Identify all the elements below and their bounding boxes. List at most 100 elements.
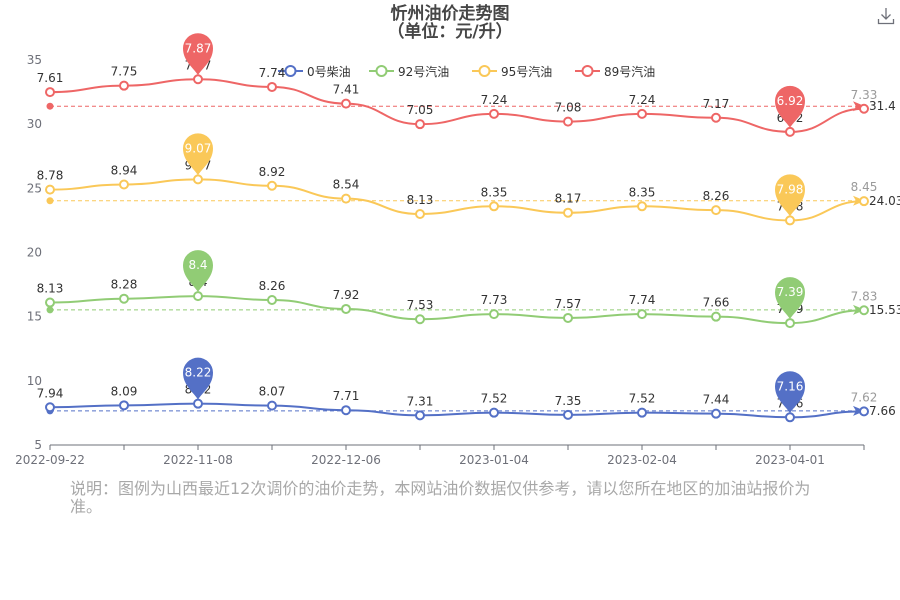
y-tick-label: 25 [27,181,42,195]
data-point [489,309,499,320]
data-label: 7.52 [481,392,508,406]
data-point [119,400,129,411]
max-pin [183,133,213,176]
data-label: 7.33 [851,88,878,102]
data-point [193,291,203,302]
data-point [45,297,55,308]
min-pin-label: 7.98 [777,182,804,196]
average-value-label: 7.66 [869,404,896,418]
data-point [267,294,277,305]
data-point [341,405,351,416]
chart-subtitle: （单位：元/升） [387,22,513,42]
x-tick-label: 2023-04-01 [755,453,825,467]
data-point [341,193,351,204]
data-label: 7.35 [555,394,582,408]
data-label: 7.52 [629,392,656,406]
average-value-label: 15.53 [869,303,900,317]
data-point [859,305,869,316]
series-line [49,78,865,133]
y-tick-label: 35 [27,53,42,67]
data-point [267,81,277,92]
data-label: 7.94 [37,386,64,400]
data-point [119,80,129,91]
max-pin [183,250,213,293]
data-label: 7.83 [851,289,878,303]
data-label: 7.08 [555,101,582,115]
data-point [637,407,647,418]
data-point [119,179,129,190]
data-label: 7.44 [703,393,730,407]
chart-title: 忻州油价走势图 [390,4,510,24]
x-tick-label: 2022-11-08 [163,453,233,467]
x-tick-label: 2023-02-04 [607,453,677,467]
data-point [489,108,499,119]
data-point [785,215,795,226]
data-point [489,201,499,212]
data-label: 8.26 [259,279,286,293]
data-label: 7.66 [703,296,730,310]
data-label: 8.09 [111,384,138,398]
data-label: 8.45 [851,180,878,194]
download-icon[interactable] [876,6,896,26]
data-point [637,108,647,119]
data-point [119,293,129,304]
data-point [563,207,573,218]
data-point [785,318,795,329]
min-pin [775,371,805,414]
min-pin-label: 7.39 [777,285,804,299]
legend-marker [375,65,388,77]
data-label: 7.61 [37,71,64,85]
data-point [563,116,573,127]
data-label: 7.71 [333,389,360,403]
data-label: 8.54 [333,178,360,192]
data-point [193,174,203,185]
data-point [563,409,573,420]
series-g92: 15.53 8.13 8.28 8.4 8.26 7.92 7.53 7.73 7.57 7.74… [37,250,900,329]
data-label: 7.17 [703,97,730,111]
data-point [193,398,203,409]
data-label: 8.94 [111,163,138,177]
series-g95: 24.03 8.78 8.94 9.07 8.92 8.54 8.13 8.35 8.17 8.3… [37,133,900,226]
data-point [267,180,277,191]
data-label: 8.78 [37,169,64,183]
x-tick-label: 2022-09-22 [15,453,85,467]
legend: 0号柴油 92号汽油 95号汽油 89号汽油 [278,64,655,79]
legend-marker [284,65,297,77]
series-line [49,178,865,222]
average-value-label: 31.4 [869,99,896,113]
data-point [193,74,203,85]
data-label: 7.74 [629,293,656,307]
data-label: 8.13 [407,193,434,207]
legend-marker [478,65,491,77]
data-point [415,410,425,421]
data-point [267,400,277,411]
legend-label: 92号汽油 [398,64,449,79]
y-tick-label: 5 [34,438,42,452]
data-label: 7.24 [629,93,656,107]
data-label: 8.17 [555,192,582,206]
min-pin-label: 6.92 [777,94,804,108]
data-label: 7.31 [407,394,434,408]
max-pin [183,33,213,76]
data-point [785,412,795,423]
series-g89: 31.4 7.61 7.75 7.87 7.74 7.41 7.05 7.24 7.08 7.24… [37,33,896,137]
series-line [49,402,865,419]
data-point [637,201,647,212]
data-point [711,311,721,322]
data-point [415,209,425,219]
data-point [415,119,425,130]
max-pin-label: 8.4 [188,258,207,272]
data-point [415,314,425,325]
min-pin-label: 7.16 [777,379,804,393]
min-pin [775,174,805,217]
data-label: 8.26 [703,189,730,203]
data-label: 8.35 [629,185,656,199]
data-point [711,112,721,123]
data-point [785,126,795,137]
data-point [637,309,647,320]
data-label: 7.73 [481,293,508,307]
data-label: 8.28 [111,278,138,292]
data-label: 8.13 [37,282,64,296]
data-label: 8.92 [259,165,286,179]
